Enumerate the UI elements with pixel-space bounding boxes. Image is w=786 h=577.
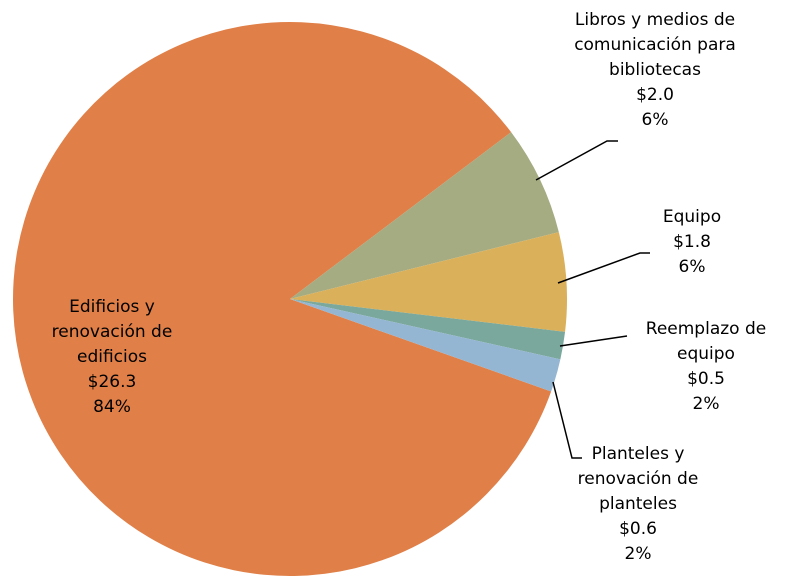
category-label: Edificios y renovación de edificios — [51, 297, 173, 367]
value-label: $0.6 — [619, 519, 657, 539]
percent-label: 6% — [641, 110, 669, 130]
percent-label: 2% — [624, 544, 652, 564]
slice-label: Reemplazo de equipo $0.5 2% — [631, 317, 781, 417]
value-label: $2.0 — [636, 85, 674, 105]
slice-label: Edificios y renovación de edificios $26.3… — [37, 295, 187, 420]
category-label: Reemplazo de equipo — [645, 319, 767, 364]
percent-label: 84% — [93, 397, 131, 417]
value-label: $26.3 — [87, 372, 137, 392]
slice-label: Libros y medios de comunicación para bib… — [535, 8, 775, 133]
leader-line — [557, 252, 650, 284]
leader-line — [552, 381, 582, 459]
leader-line — [559, 335, 628, 347]
value-label: $0.5 — [687, 369, 725, 389]
leader-line — [535, 140, 618, 181]
slice-label: Equipo $1.8 6% — [642, 205, 742, 280]
value-label: $1.8 — [673, 232, 711, 252]
pie-slice — [290, 299, 566, 360]
pie-slice — [12, 22, 552, 577]
pie-slice — [290, 132, 559, 299]
pie-slice — [290, 232, 567, 332]
pie-slice — [290, 299, 561, 392]
percent-label: 2% — [692, 394, 720, 414]
percent-label: 6% — [678, 257, 706, 277]
category-label: Libros y medios de comunicación para bib… — [574, 10, 736, 80]
category-label: Equipo — [662, 207, 722, 227]
slice-label: Planteles y renovación de planteles $0.6 2… — [558, 442, 718, 567]
category-label: Planteles y renovación de planteles — [577, 444, 699, 514]
